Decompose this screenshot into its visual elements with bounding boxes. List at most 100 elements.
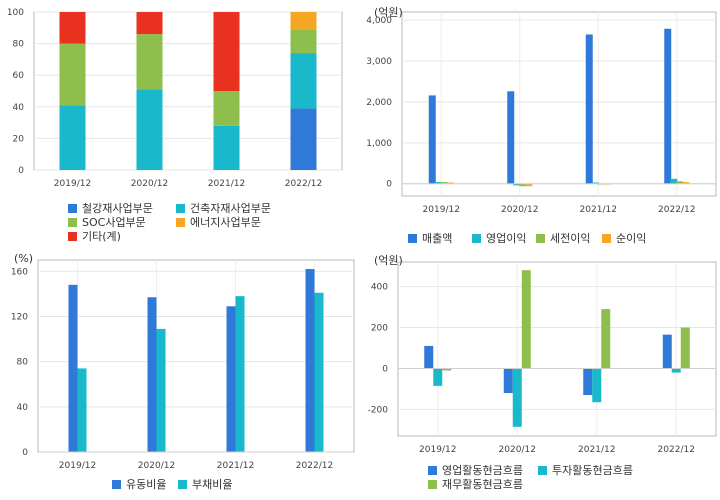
bar-segment	[59, 12, 86, 44]
legend-label-investing-cashflow: 투자활동현금흐름	[552, 464, 633, 477]
legend-swatch-soc	[68, 218, 77, 227]
bar	[512, 368, 522, 427]
legend-label-operating-cashflow: 영업활동현금흐름	[442, 464, 523, 477]
bar	[583, 368, 593, 396]
y-tick-label: 3,000	[366, 57, 392, 67]
legend-swatch-financing-cashflow	[428, 480, 437, 489]
x-tick-label: 2022/12	[658, 445, 695, 455]
y-tick-label: 0	[382, 364, 388, 374]
y-tick-label: 0	[22, 448, 28, 458]
bar	[147, 297, 157, 452]
x-tick-label: 2021/12	[580, 205, 617, 215]
bar-segment	[290, 29, 317, 54]
ratio-bar-chart: 0 40 80 120 160 2019/12 2020/12 2021/12 2022/12	[11, 259, 355, 471]
legend-swatch-pretax-profit	[536, 234, 545, 243]
x-tick-label: 2020/12	[499, 445, 536, 455]
bar	[507, 91, 515, 184]
legend-item-operating-cashflow[interactable]: 영업활동현금흐름	[428, 462, 523, 478]
y-tick-label: 0	[386, 180, 392, 190]
legend-swatch-debt-ratio	[178, 480, 187, 489]
y-tick-label: 0	[18, 166, 24, 176]
bar	[442, 368, 452, 371]
legend-item-steel[interactable]: 철강재사업부문	[68, 200, 153, 216]
y-tick-label: 2,000	[366, 98, 392, 108]
bar	[305, 269, 315, 452]
legend-label-financing-cashflow: 재무활동현금흐름	[442, 478, 523, 491]
x-tick-label: 2020/12	[501, 205, 538, 215]
bar	[513, 183, 521, 186]
legend-item-energy[interactable]: 에너지사업부문	[176, 214, 261, 230]
y-tick-label: 100	[7, 8, 24, 18]
bar-segment	[213, 125, 240, 170]
legend-item-operating-profit[interactable]: 영업이익	[472, 230, 526, 246]
y-tick-label: -200	[368, 405, 389, 415]
y-tick-label: 40	[17, 403, 29, 413]
legend-swatch-energy	[176, 218, 185, 227]
legend-item-revenue[interactable]: 매출액	[408, 230, 452, 246]
bar	[670, 178, 678, 184]
x-tick-label: 2022/12	[285, 179, 322, 189]
y-tick-label: 80	[17, 358, 29, 368]
cashflow-unit-label: (억원)	[374, 254, 403, 267]
legend-label-revenue: 매출액	[422, 232, 453, 245]
ratio-unit-label: (%)	[14, 252, 34, 265]
bar	[682, 182, 690, 184]
x-tick-label: 2021/12	[208, 179, 245, 189]
bar	[680, 327, 690, 369]
bar	[434, 182, 442, 184]
bar-segment	[290, 53, 317, 109]
bar-segment	[59, 43, 86, 106]
cashflow-chart-panel: (억원) -200 0 200 400 2019/12 2020/12 2021/12 202…	[360, 248, 720, 496]
x-tick-label: 2019/12	[59, 461, 96, 471]
bar	[671, 368, 681, 373]
legend-swatch-net-profit	[602, 234, 611, 243]
legend-label-pretax-profit: 세전이익	[550, 232, 591, 245]
bar	[519, 183, 527, 187]
bar	[446, 182, 454, 184]
bar-segment	[213, 91, 240, 126]
legend-label-energy: 에너지사업부문	[190, 216, 261, 229]
y-tick-label: 200	[371, 324, 388, 334]
legend-label-operating-profit: 영업이익	[486, 232, 527, 245]
legend-item-investing-cashflow[interactable]: 투자활동현금흐름	[538, 462, 633, 478]
legend-item-financing-cashflow[interactable]: 재무활동현금흐름	[428, 476, 523, 492]
ratio-chart-panel: (%) 0 40 80 120 160 2019/12 2020/12 2021/12 2022…	[0, 248, 360, 496]
y-tick-label: 40	[13, 103, 25, 113]
legend-label-debt-ratio: 부채비율	[192, 478, 233, 491]
legend-item-pretax-profit[interactable]: 세전이익	[536, 230, 590, 246]
x-tick-label: 2021/12	[578, 445, 615, 455]
income-legend: 매출액 영업이익 세전이익 순이익	[360, 0, 720, 248]
cashflow-legend: 영업활동현금흐름 투자활동현금흐름 재무활동현금흐름	[360, 248, 720, 496]
x-tick-label: 2021/12	[217, 461, 254, 471]
plot-frame	[37, 259, 355, 453]
bar	[440, 182, 448, 184]
bar	[68, 284, 78, 452]
x-tick-label: 2020/12	[138, 461, 175, 471]
legend-item-debt-ratio[interactable]: 부채비율	[178, 476, 232, 492]
x-tick-label: 2022/12	[296, 461, 333, 471]
legend-item-construction[interactable]: 건축자재사업부문	[176, 200, 271, 216]
y-tick-label: 400	[371, 283, 388, 293]
legend-item-current-ratio[interactable]: 유동비율	[112, 476, 166, 492]
x-tick-label: 2020/12	[131, 179, 168, 189]
ratio-legend: 유동비율 부채비율	[0, 248, 360, 496]
legend-swatch-operating-profit	[472, 234, 481, 243]
x-tick-label: 2022/12	[658, 205, 695, 215]
y-tick-label: 160	[11, 267, 28, 277]
bar	[592, 368, 602, 403]
y-tick-label: 20	[13, 134, 25, 144]
legend-swatch-construction	[176, 204, 185, 213]
bar	[525, 183, 533, 187]
y-tick-label: 4,000	[366, 16, 392, 26]
y-tick-label: 120	[11, 312, 28, 322]
bar-segment	[213, 12, 240, 91]
bar-segment	[59, 105, 86, 170]
legend-item-other[interactable]: 기타(계)	[68, 228, 121, 244]
legend-item-net-profit[interactable]: 순이익	[602, 230, 646, 246]
bar	[433, 368, 443, 386]
legend-swatch-revenue	[408, 234, 417, 243]
legend-item-soc[interactable]: SOC사업부문	[68, 214, 146, 230]
legend-swatch-other	[68, 232, 77, 241]
segment-chart-panel: 0 20 40 60 80 100 2019/12 2020/12 2021/12 2022/12…	[0, 0, 360, 248]
legend-swatch-investing-cashflow	[538, 466, 547, 475]
